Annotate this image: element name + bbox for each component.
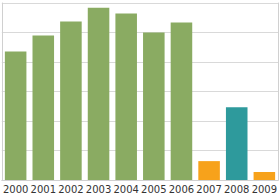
svg-text:2006: 2006 xyxy=(169,184,194,195)
svg-text:2005: 2005 xyxy=(141,184,166,195)
svg-text:2007: 2007 xyxy=(196,184,221,195)
svg-text:2003: 2003 xyxy=(86,184,111,195)
svg-text:2000: 2000 xyxy=(3,184,28,195)
svg-text:2002: 2002 xyxy=(58,184,83,195)
svg-text:2001: 2001 xyxy=(31,184,56,195)
svg-text:2008: 2008 xyxy=(224,184,249,195)
svg-text:2009: 2009 xyxy=(252,184,277,195)
svg-text:2004: 2004 xyxy=(113,184,138,195)
